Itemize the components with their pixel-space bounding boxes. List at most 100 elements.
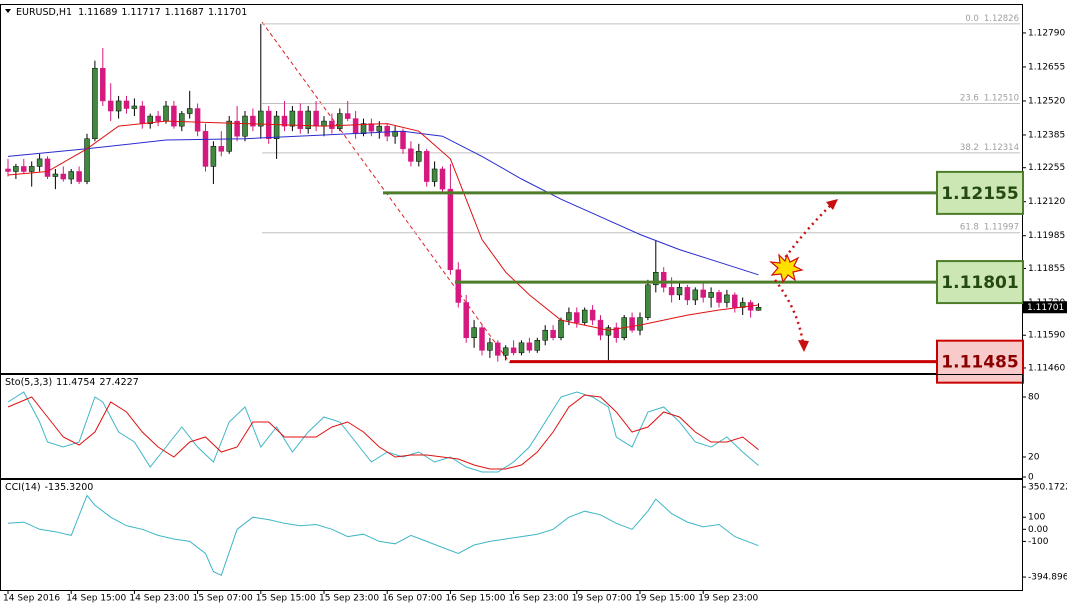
x-tick-label: 16 Sep 07:00	[382, 594, 442, 604]
header-value: 1.11687	[165, 7, 204, 18]
x-tick-label: 15 Sep 07:00	[193, 594, 253, 604]
indicator-title: CCI(14)	[5, 482, 41, 493]
candle-body	[202, 130, 209, 167]
fib-label: 38.2 1.12314	[960, 142, 1019, 152]
candle-body	[289, 110, 296, 127]
x-tick-label: 19 Sep 23:00	[698, 594, 758, 604]
fib-price: 1.11997	[984, 222, 1019, 232]
level-box	[936, 260, 1024, 305]
y-tick-label: 0	[1028, 473, 1034, 483]
candle-body	[5, 168, 11, 172]
candle-body	[574, 312, 580, 323]
fib-label: 0.0 1.12826	[965, 13, 1019, 23]
header-value: -135.3200	[45, 482, 94, 493]
candle-body	[13, 166, 19, 172]
candle-body	[123, 100, 130, 109]
candle-body	[518, 342, 525, 354]
candle-body	[194, 108, 201, 132]
indicator-line	[7, 391, 759, 473]
x-tick-label: 19 Sep 15:00	[635, 594, 695, 604]
candle-body	[637, 317, 643, 331]
y-tick-label: 1.11855	[1028, 264, 1065, 274]
candle-body	[337, 113, 343, 129]
candle-body	[84, 138, 90, 182]
candle-body	[408, 148, 414, 162]
x-tick-label: 15 Sep 23:00	[319, 594, 379, 604]
panel-header: EURUSD,H1 1.11689 1.11717 1.11687 1.11701	[16, 7, 247, 18]
candle-body	[360, 123, 367, 134]
indicator-line	[7, 130, 759, 276]
candle-body	[589, 309, 596, 321]
price-tag	[1023, 301, 1067, 314]
candle-body	[755, 307, 762, 311]
candle-body	[171, 105, 177, 127]
fib-level: 61.8	[960, 222, 979, 232]
x-tick-label: 16 Sep 23:00	[509, 594, 569, 604]
indicator-line	[7, 494, 759, 576]
candle-body	[234, 120, 240, 137]
candle-body	[692, 289, 699, 301]
arrow-head	[826, 199, 838, 210]
candle-body	[313, 110, 319, 127]
y-tick-label: -394.8968	[1028, 573, 1067, 583]
y-tick-label: 20	[1028, 453, 1040, 463]
candle-body	[76, 171, 82, 182]
candle-body	[210, 146, 217, 167]
level-label: 1.11485	[941, 353, 1018, 373]
header-value: 11.4754	[56, 377, 95, 388]
candle-body	[431, 168, 438, 182]
candle-body	[653, 271, 659, 286]
candle-body	[186, 108, 193, 114]
candle-body	[179, 113, 185, 127]
candle-body	[463, 302, 469, 338]
arrow-down	[774, 279, 805, 344]
candle-body	[100, 67, 106, 102]
candle-body	[250, 115, 256, 127]
level-label: 1.12155	[941, 184, 1018, 204]
candle-body	[716, 292, 722, 303]
indicator-line	[7, 120, 759, 331]
x-tick-label: 14 Sep 2016	[3, 594, 60, 604]
candle-body	[218, 146, 225, 152]
candle-body	[147, 115, 153, 124]
x-tick-label: 19 Sep 07:00	[572, 594, 632, 604]
candle-body	[36, 158, 43, 167]
candle-body	[605, 327, 612, 336]
panel-frame	[0, 479, 1023, 591]
candle-body	[242, 115, 248, 137]
candle-body	[455, 269, 462, 303]
candle-body	[68, 171, 74, 180]
candle-body	[273, 115, 280, 139]
candle-body	[613, 327, 620, 338]
candle-body	[384, 125, 390, 137]
y-tick-label: 350.1722	[1028, 482, 1067, 492]
y-tick-label: 1.11460	[1028, 363, 1065, 373]
candle-body	[510, 347, 517, 354]
candle-body	[281, 115, 288, 127]
candle-body	[526, 342, 533, 351]
candle-body	[416, 151, 422, 162]
candle-body	[163, 105, 169, 122]
candle-body	[155, 115, 161, 122]
candle-body	[676, 287, 683, 296]
candle-body	[471, 327, 477, 338]
y-tick-label: 1.12255	[1028, 163, 1065, 173]
y-tick-label: 1.12655	[1028, 62, 1065, 72]
y-tick-label: 1.11985	[1028, 231, 1065, 241]
candle-body	[28, 166, 35, 172]
candle-body	[566, 312, 572, 321]
header-value: 1.11701	[208, 7, 247, 18]
candle-body	[321, 120, 327, 127]
header-value: 1.11689	[78, 7, 117, 18]
candle-body	[668, 287, 675, 296]
candle-body	[542, 329, 548, 341]
fib-level: 23.6	[960, 93, 979, 103]
indicator-title: Sto(5,3,3)	[5, 377, 52, 388]
panel-header: CCI(14) -135.3200	[5, 482, 93, 493]
x-tick-label: 14 Sep 15:00	[66, 594, 126, 604]
y-tick-label: 80	[1028, 393, 1040, 403]
candle-body	[60, 173, 67, 180]
candle-body	[226, 120, 232, 152]
candle-body	[439, 168, 446, 190]
